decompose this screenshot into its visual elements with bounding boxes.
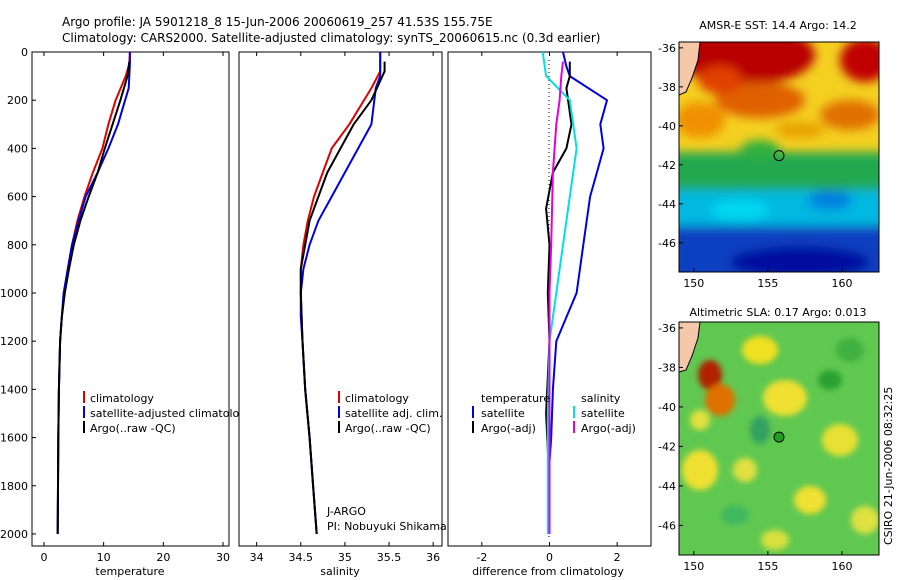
x-tick-label: 35.5	[377, 551, 402, 564]
legend-title-salinity: salinity	[581, 392, 621, 405]
sla-lon-ticks: 150 155 160	[683, 551, 852, 573]
argo-float-marker	[773, 431, 785, 443]
side-label: CSIRO 21-Jun-2006 08:32:25	[882, 387, 895, 545]
depth-y-ticks: 0 200 400 600 800 1000 1200 1400 1600 1800 2000	[0, 46, 36, 541]
y-tick-label: 2000	[0, 528, 28, 541]
sst-lon-ticks: 150 155 160	[683, 268, 852, 290]
temperature-axes	[31, 51, 230, 547]
legend-label-temp-argo: Argo(-adj)	[481, 422, 536, 435]
sla-lat-ticks: -36 -38 -40 -42 -44 -46	[658, 322, 683, 532]
y-tick-label: 0	[21, 46, 28, 59]
sla-map-panel: Altimetric SLA: 0.17 Argo: 0.013	[658, 306, 880, 573]
lon-tick-label: 150	[683, 277, 704, 290]
lat-tick-label: -38	[658, 361, 676, 374]
legend-label-temp-satellite: satellite	[481, 407, 525, 420]
lat-tick-label: -46	[658, 519, 676, 532]
series-line-argo	[299, 61, 386, 535]
sst-map-axes	[678, 41, 880, 273]
argo-float-marker	[773, 150, 785, 162]
figure-title-line1: Argo profile: JA 5901218_8 15-Jun-2006 2…	[62, 15, 493, 29]
y-tick-label: 200	[7, 94, 28, 107]
temperature-panel: 0 10 20 30 0 200 400 600 800 1000 1200 1400 1600 180…	[0, 46, 253, 578]
x-tick-label: 10	[97, 551, 111, 564]
lat-tick-label: -42	[658, 159, 676, 172]
x-tick-label: -2	[476, 551, 487, 564]
salinity-x-label: salinity	[320, 565, 360, 578]
sla-field	[679, 322, 879, 555]
y-tick-label: 400	[7, 142, 28, 155]
x-tick-label: 30	[216, 551, 230, 564]
temperature-plot-lines	[56, 51, 131, 535]
salinity-x-ticks: 34 34.5 35 35.5 36	[250, 52, 440, 564]
sla-map-axes	[678, 321, 880, 556]
difference-x-ticks: -2 0 2	[476, 52, 621, 564]
legend-label-satellite-adjusted: satellite-adjusted climatology	[90, 407, 253, 420]
sst-map-title: AMSR-E SST: 14.4 Argo: 14.2	[699, 19, 857, 32]
salinity-legend: climatology satellite adj. clim. Argo(..…	[338, 391, 442, 435]
lat-tick-label: -44	[658, 198, 676, 211]
salinity-plot-lines	[299, 52, 386, 535]
figure-title-line2: Climatology: CARS2000. Satellite-adjuste…	[62, 31, 600, 45]
temperature-x-ticks: 0 10 20 30	[40, 52, 230, 564]
series-line-satellite	[548, 51, 608, 534]
legend-label-climatology: climatology	[345, 392, 409, 405]
lat-tick-label: -40	[658, 401, 676, 414]
series-line-argo_salinity	[548, 61, 564, 534]
salinity-axes	[238, 51, 443, 547]
x-tick-label: 34	[250, 551, 264, 564]
legend-label-climatology: climatology	[90, 392, 154, 405]
x-tick-label: 0	[40, 551, 47, 564]
sla-map-title: Altimetric SLA: 0.17 Argo: 0.013	[689, 306, 866, 319]
lon-tick-label: 155	[757, 560, 778, 573]
y-tick-label: 800	[7, 239, 28, 252]
sst-map-panel: AMSR-E SST: 14.4 Argo: 14.2	[658, 19, 880, 290]
x-tick-label: 34.5	[289, 551, 314, 564]
y-tick-label: 1000	[0, 287, 28, 300]
sst-lat-ticks: -36 -38 -40 -42 -44 -46	[658, 42, 683, 250]
lat-tick-label: -46	[658, 237, 676, 250]
lat-tick-label: -38	[658, 81, 676, 94]
difference-legend: temperature satellite Argo(-adj) salinit…	[472, 392, 636, 435]
temperature-legend: climatology satellite-adjusted climatolo…	[83, 391, 253, 435]
lat-tick-label: -36	[658, 322, 676, 335]
difference-panel: -2 0 2 difference from climatology tempera…	[447, 51, 652, 578]
lon-tick-label: 155	[757, 277, 778, 290]
lon-tick-label: 160	[831, 277, 852, 290]
lat-tick-label: -44	[658, 480, 676, 493]
x-tick-label: 0	[546, 551, 553, 564]
salinity-panel: 34 34.5 35 35.5 36 salinity climatology sate…	[238, 51, 447, 578]
temperature-x-label: temperature	[95, 565, 164, 578]
y-tick-label: 1600	[0, 432, 28, 445]
y-tick-label: 1800	[0, 480, 28, 493]
x-tick-label: 35	[338, 551, 352, 564]
legend-label-satellite-adjusted: satellite adj. clim.	[345, 407, 442, 420]
x-tick-label: 2	[614, 551, 621, 564]
y-tick-label: 1200	[0, 335, 28, 348]
pi-annotation: PI: Nobuyuki Shikama	[327, 520, 447, 533]
y-tick-label: 600	[7, 191, 28, 204]
sst-field	[679, 42, 879, 272]
series-line-argo	[56, 61, 131, 535]
x-tick-label: 36	[426, 551, 440, 564]
legend-label-sal-argo: Argo(-adj)	[581, 422, 636, 435]
x-tick-label: 20	[156, 551, 170, 564]
series-line-satellite_salinity	[541, 51, 578, 534]
difference-plot-lines	[541, 51, 608, 534]
legend-title-temperature: temperature	[481, 392, 550, 405]
lon-tick-label: 160	[831, 560, 852, 573]
lat-tick-label: -42	[658, 440, 676, 453]
lon-tick-label: 150	[683, 560, 704, 573]
series-line-argo	[545, 61, 573, 534]
difference-x-label: difference from climatology	[472, 565, 624, 578]
legend-label-sal-satellite: satellite	[581, 407, 625, 420]
lat-tick-label: -36	[658, 42, 676, 55]
y-tick-label: 1400	[0, 383, 28, 396]
program-annotation: J-ARGO	[326, 505, 366, 518]
lat-tick-label: -40	[658, 120, 676, 133]
legend-label-argo: Argo(..raw -QC)	[345, 422, 431, 435]
legend-label-argo: Argo(..raw -QC)	[90, 422, 176, 435]
